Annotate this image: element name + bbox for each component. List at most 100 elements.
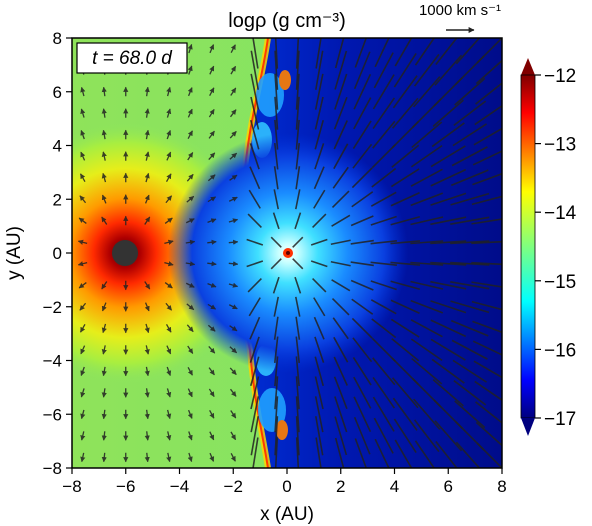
velocity-arrow bbox=[371, 337, 396, 362]
velocity-arrow bbox=[334, 396, 348, 433]
velocity-arrow bbox=[101, 151, 107, 161]
velocity-arrow bbox=[101, 388, 107, 398]
x-tick-label: 4 bbox=[390, 477, 399, 496]
velocity-arrow bbox=[80, 452, 86, 463]
colorbar-tick-label: −14 bbox=[544, 203, 577, 224]
velocity-arrow bbox=[353, 73, 372, 110]
velocity-arrow bbox=[166, 86, 172, 97]
velocity-arrow bbox=[450, 169, 489, 187]
x-tick-label: −8 bbox=[62, 477, 81, 496]
velocity-arrow bbox=[209, 87, 215, 97]
velocity-arrow bbox=[209, 65, 215, 75]
velocity-arrow bbox=[410, 261, 444, 266]
y-tick-label: 6 bbox=[53, 83, 62, 102]
velocity-arrow bbox=[315, 38, 322, 69]
density-map bbox=[72, 38, 502, 468]
velocity-arrow bbox=[472, 172, 502, 186]
velocity-arrow bbox=[393, 418, 417, 453]
velocity-arrow bbox=[101, 409, 107, 420]
velocity-arrow bbox=[354, 438, 368, 468]
velocity-arrow bbox=[274, 437, 279, 468]
velocity-arrow bbox=[331, 190, 350, 209]
velocity-arrow bbox=[450, 192, 490, 206]
velocity-arrow bbox=[413, 76, 441, 108]
velocity-arrow bbox=[391, 144, 420, 168]
velocity-arrow bbox=[295, 166, 301, 190]
velocity-arrow bbox=[314, 73, 324, 110]
velocity-arrow bbox=[352, 356, 372, 386]
velocity-arrow bbox=[209, 431, 215, 441]
velocity-arrow bbox=[187, 388, 193, 398]
y-axis-label: y (AU) bbox=[4, 226, 25, 280]
velocity-arrow bbox=[187, 452, 193, 463]
velocity-arrow bbox=[164, 239, 174, 245]
velocity-arrow bbox=[165, 324, 172, 333]
velocity-arrow bbox=[80, 366, 86, 376]
velocity-arrow bbox=[450, 216, 490, 225]
velocity-arrow bbox=[352, 120, 372, 150]
velocity-arrow bbox=[250, 50, 259, 90]
velocity-arrow bbox=[187, 130, 193, 140]
velocity-arrow bbox=[370, 191, 397, 207]
velocity-arrow bbox=[331, 297, 350, 316]
velocity-arrow bbox=[450, 300, 490, 314]
velocity-arrow bbox=[101, 452, 107, 463]
velocity-arrow bbox=[228, 239, 239, 245]
velocity-arrow bbox=[230, 44, 236, 54]
velocity-arrow bbox=[246, 260, 264, 268]
velocity-arrow bbox=[295, 437, 300, 468]
velocity-arrow bbox=[352, 143, 373, 169]
velocity-arrow bbox=[371, 318, 397, 339]
velocity-arrow bbox=[351, 298, 374, 315]
velocity-arrow bbox=[351, 167, 373, 189]
velocity-arrow bbox=[394, 439, 413, 468]
velocity-arrow bbox=[471, 195, 502, 206]
velocity-arrow bbox=[164, 282, 173, 289]
velocity-arrow bbox=[411, 121, 443, 149]
velocity-arrow bbox=[353, 396, 372, 433]
velocity-arrow bbox=[471, 261, 502, 266]
velocity-arrow bbox=[248, 297, 261, 317]
velocity-arrow bbox=[273, 316, 279, 340]
velocity-arrow bbox=[353, 97, 372, 130]
velocity-arrow bbox=[310, 260, 328, 268]
velocity-arrow bbox=[390, 280, 421, 291]
velocity-arrow bbox=[187, 43, 193, 54]
velocity-arrow bbox=[452, 123, 487, 147]
velocity-arrow bbox=[229, 174, 238, 181]
velocity-arrow bbox=[450, 261, 490, 266]
velocity-arrow bbox=[208, 152, 216, 161]
velocity-arrow bbox=[394, 38, 413, 67]
velocity-arrow bbox=[430, 338, 466, 361]
velocity-arrow bbox=[274, 396, 279, 433]
velocity-arrow bbox=[295, 356, 300, 387]
velocity-arrow bbox=[410, 192, 444, 207]
velocity-arrow bbox=[207, 303, 217, 310]
velocity-arrow bbox=[187, 108, 193, 118]
velocity-arrow bbox=[333, 96, 348, 130]
velocity-arrow bbox=[185, 261, 196, 267]
velocity-arrow bbox=[315, 437, 322, 468]
velocity-arrow bbox=[185, 282, 195, 288]
plot-title: logρ (g cm⁻³) bbox=[228, 10, 346, 32]
velocity-arrow bbox=[80, 151, 86, 161]
velocity-arrow bbox=[228, 304, 238, 310]
velocity-arrow bbox=[474, 104, 502, 126]
velocity-arrow bbox=[166, 431, 172, 441]
velocity-arrow bbox=[294, 296, 301, 317]
velocity-arrow bbox=[166, 388, 172, 398]
velocity-arrow bbox=[471, 300, 502, 311]
velocity-arrow bbox=[187, 152, 194, 161]
velocity-arrow bbox=[295, 73, 300, 110]
velocity-arrow bbox=[391, 338, 420, 362]
velocity-arrow bbox=[144, 216, 151, 225]
velocity-arrow bbox=[413, 419, 440, 453]
velocity-arrow bbox=[313, 166, 325, 190]
velocity-arrow bbox=[373, 417, 394, 454]
velocity-arrow bbox=[392, 75, 418, 109]
velocity-arrow bbox=[229, 325, 238, 332]
velocity-arrow bbox=[333, 336, 349, 363]
velocity-arrow bbox=[314, 119, 325, 150]
velocity-arrow bbox=[274, 50, 279, 90]
velocity-arrow bbox=[391, 377, 419, 409]
